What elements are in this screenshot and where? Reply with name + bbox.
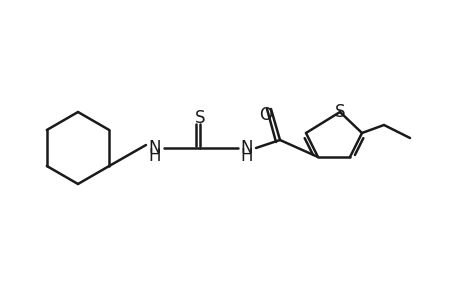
Text: O: O [259, 106, 272, 124]
Text: S: S [194, 109, 205, 127]
Text: H: H [240, 147, 253, 165]
Text: H: H [148, 147, 161, 165]
Text: S: S [334, 103, 345, 121]
Text: N: N [148, 139, 161, 157]
Text: N: N [240, 139, 253, 157]
